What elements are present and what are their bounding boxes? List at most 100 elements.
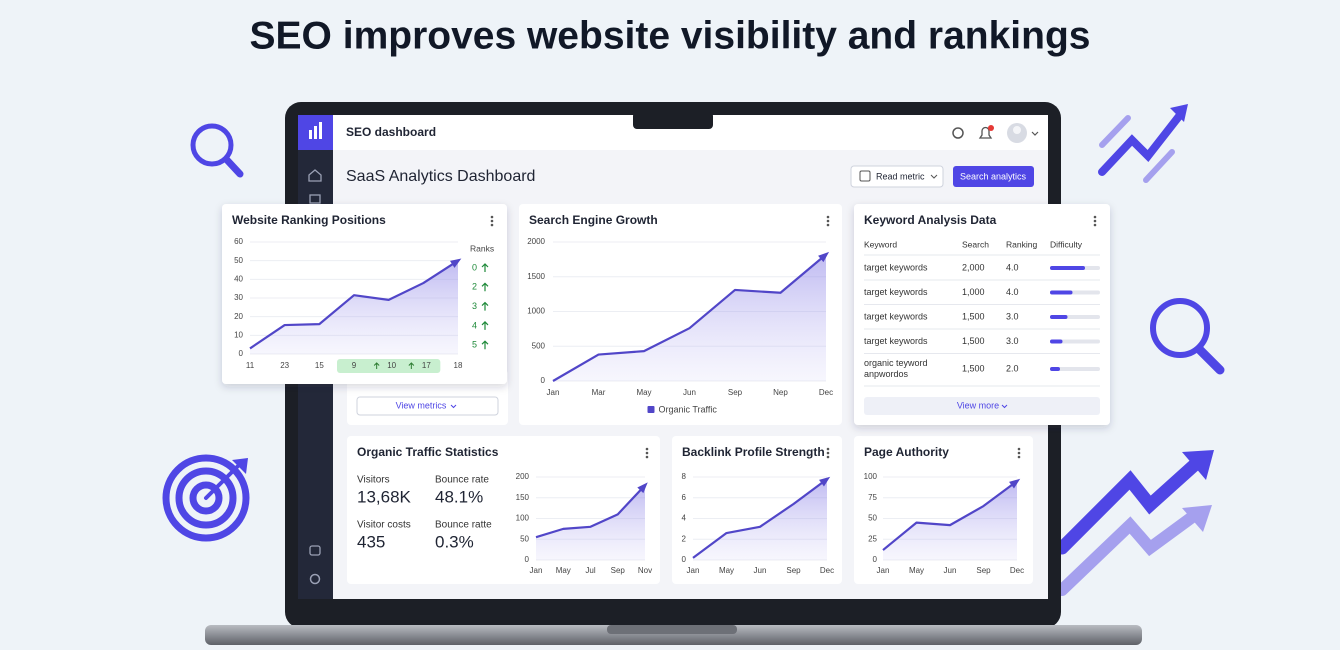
x-tick-label: Jun [754,566,767,575]
button-label[interactable]: View metrics [396,400,447,410]
menu-dot [645,455,649,459]
x-tick-label: Sep [786,566,801,575]
button-label[interactable]: Search analytics [960,171,1027,181]
view-metrics-button[interactable] [356,396,499,416]
card-title: Keyword Analysis Data [864,213,997,227]
up-arrow [481,263,489,272]
line [552,253,827,382]
menu-dot [1017,447,1021,451]
menu-dot [1093,215,1097,219]
y-tick-label: 0 [873,555,878,564]
chart-title: Organic Traffic Statistics [357,445,499,459]
read-metric-button[interactable] [850,165,944,188]
card-floating [854,204,1110,425]
column-header: Keyword [864,239,897,249]
x-tick-label: Sep [728,388,743,397]
menu-dot [826,451,830,455]
up-arrow [481,340,489,350]
difficulty-bar [1050,315,1068,319]
arrow-head [818,251,830,263]
x-tick-label: May [636,388,651,397]
y-tick-label: 150 [516,493,530,502]
column-header: Ranking [1006,239,1037,249]
chart-title: Backlink Profile Strength [682,445,825,459]
chevron [450,404,457,409]
menu-dot [826,447,830,451]
stat-label: Visitors [357,475,390,486]
x-tick-label: Dec [820,566,834,575]
x-tick-label: 9 [352,361,357,370]
stat-value: 48.1% [435,487,483,506]
y-tick-label: 60 [234,237,243,246]
column-header: Difficulty [1050,239,1083,249]
x-tick-label: Sep [976,566,991,575]
chart-title: Page Authority [864,445,949,459]
up-arrow [481,321,489,330]
stat-label: Visitor costs [357,520,411,531]
search-analytics-button[interactable] [953,166,1034,187]
arrow-head [450,258,462,268]
menu-dot [1093,219,1097,223]
search: 1,500 [962,363,985,373]
chart-title: Search Engine Growth [529,213,658,227]
decor [162,104,1225,596]
y-tick-label: 75 [868,493,877,502]
line [249,259,459,350]
y-tick-label: 0 [541,376,546,385]
keyword: anpwordos [864,369,909,379]
search: 1,500 [962,311,985,321]
y-tick-label: 2 [682,534,687,543]
rank-value: 4 [472,320,477,330]
y-tick-label: 25 [868,534,877,543]
menu-dot [490,223,494,227]
x-tick-label: Nov [638,566,652,575]
y-tick-label: 0 [239,349,244,358]
ranks-label: Ranks [470,243,494,253]
y-tick-label: 6 [682,493,687,502]
card-floating [222,204,507,384]
x-tick-label: Dec [1010,566,1024,575]
calendar-icon [859,170,871,182]
y-tick-label: 10 [234,330,243,339]
arrow-head [637,482,648,494]
headline: SEO improves website visibility and rank… [250,14,1091,57]
keyword: target keywords [864,287,928,297]
arrow-head [1009,478,1021,489]
menu-dot [1017,455,1021,459]
up-arrow [481,301,489,311]
y-tick-label: 1500 [527,272,545,281]
x-tick-label: Mar [592,388,606,397]
page-title: SaaS Analytics Dashboard [346,168,535,185]
x-tick-label: Jul [585,566,595,575]
y-tick-label: 0 [525,555,530,564]
x-tick-label: 15 [315,361,324,370]
stat-value: 13,68K [357,487,412,506]
search: 2,000 [962,262,985,272]
view-more-button[interactable] [864,397,1100,415]
keyword: organic teyword [864,358,928,368]
button-label[interactable]: Read metric [876,171,925,181]
button-label[interactable]: View more [957,400,999,410]
y-tick-label: 50 [234,256,243,265]
menu-dot [826,455,830,459]
menu-dot [645,447,649,451]
difficulty-track [1050,339,1100,344]
x-tick-label: Nep [773,388,788,397]
x-tick-label: 11 [246,361,255,370]
stat-label: Bounce ratte [435,520,492,531]
area [693,479,827,560]
area [536,485,645,560]
x-tick-label: Jan [530,566,543,575]
y-tick-label: 40 [234,274,243,283]
search: 1,500 [962,336,985,346]
ranking: 3.0 [1006,336,1019,346]
area [250,260,458,354]
y-tick-label: 50 [520,534,529,543]
y-tick-label: 8 [682,472,687,481]
difficulty-bar [1050,290,1073,295]
y-tick-label: 50 [868,514,877,523]
x-tick-label: 10 [387,361,396,370]
area [553,254,826,381]
x-tick-label: 18 [454,361,463,370]
x-tick-label: May [719,566,734,575]
